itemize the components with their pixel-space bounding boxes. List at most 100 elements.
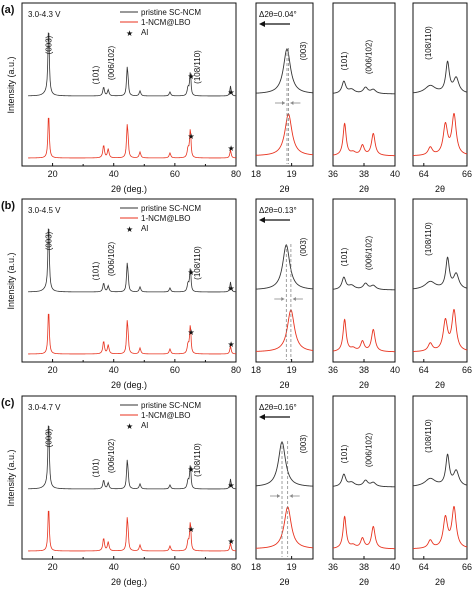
x-tick-label: 60	[170, 169, 180, 179]
series-coated-108	[413, 505, 468, 549]
al-marker: ★	[227, 340, 234, 349]
al-marker: ★	[187, 72, 194, 81]
shift-label: Δ2θ=0.04°	[259, 10, 297, 19]
x-axis-label: 2θ (deg.)	[111, 380, 147, 390]
legend-swatch-al: ★	[126, 225, 133, 234]
x-tick-label: 18	[251, 365, 261, 375]
peak-label-003: (003)	[45, 231, 54, 250]
series-coated-003	[255, 113, 314, 156]
x-tick-label: 40	[390, 169, 400, 179]
x-tick-label: 20	[48, 169, 58, 179]
shift-arrow-head	[281, 101, 285, 105]
shift-arrow-head	[292, 297, 296, 301]
al-marker: ★	[187, 132, 194, 141]
x-axis-label: 2θ	[435, 380, 445, 390]
x-tick-label: 64	[419, 562, 429, 572]
x-tick-label: 66	[462, 562, 472, 572]
series-pristine-full	[28, 228, 237, 293]
plot-frame-003	[255, 198, 314, 363]
legend-swatch-al: ★	[126, 29, 133, 38]
peak-label-101: (101)	[92, 65, 101, 84]
x-axis-label: 2θ	[279, 577, 289, 587]
peak-label-003: (003)	[299, 434, 308, 453]
shift-arrow-head	[289, 494, 293, 498]
x-tick-label: 80	[231, 169, 241, 179]
voltage-label: 3.0-4.5 V	[28, 206, 61, 215]
peak-label-101: (101)	[340, 51, 349, 70]
x-tick-label: 66	[462, 365, 472, 375]
peak-label-003: (003)	[299, 41, 308, 60]
series-pristine-108	[412, 453, 468, 487]
peak-label-108-110: (108/110)	[424, 222, 433, 256]
peak-label-003: (003)	[45, 35, 54, 54]
series-pristine-108	[412, 60, 468, 94]
legend-label-coated: 1-NCM@LBO	[141, 18, 190, 27]
peak-label-006-102: (006/102)	[365, 433, 374, 468]
panel-letter: (c)	[1, 397, 15, 409]
x-tick-label: 40	[109, 562, 119, 572]
peak-label-101: (101)	[92, 261, 101, 280]
y-axis-label: Intensity (a.u.)	[6, 449, 16, 506]
series-pristine-108	[412, 256, 468, 290]
panel-letter: (a)	[1, 4, 15, 16]
legend-label-pristine: pristine SC-NCM	[141, 401, 201, 410]
shift-arrow-head	[290, 101, 294, 105]
x-axis-label: 2θ	[359, 184, 369, 194]
plot-frame-003	[255, 395, 314, 560]
plot-frame-003	[255, 2, 314, 167]
x-tick-label: 38	[359, 365, 369, 375]
shift-label: Δ2θ=0.13°	[259, 206, 297, 215]
peak-label-006-102: (006/102)	[107, 439, 116, 474]
legend-label-al: Al	[141, 28, 148, 37]
peak-label-108-110: (108/110)	[424, 26, 433, 60]
series-pristine-101	[332, 80, 395, 95]
series-pristine-003	[255, 441, 314, 487]
peak-label-108-110: (108/110)	[193, 246, 202, 280]
al-marker: ★	[187, 268, 194, 277]
series-coated-101	[332, 122, 396, 157]
series-pristine-101	[332, 473, 395, 488]
peak-label-101: (101)	[92, 458, 101, 477]
series-pristine-003	[255, 48, 314, 94]
x-tick-label: 38	[359, 169, 369, 179]
x-tick-label: 40	[390, 365, 400, 375]
peak-label-006-102: (006/102)	[365, 236, 374, 271]
x-tick-label: 19	[287, 169, 297, 179]
x-axis-label: 2θ (deg.)	[111, 184, 147, 194]
series-coated-101	[332, 318, 396, 353]
x-tick-label: 66	[462, 169, 472, 179]
plot-frame-full	[21, 198, 237, 363]
plot-frame-full	[21, 395, 237, 560]
peak-label-108-110: (108/110)	[193, 443, 202, 477]
x-tick-label: 18	[251, 562, 261, 572]
peak-label-108-110: (108/110)	[424, 419, 433, 453]
shift-direction-arrowhead	[259, 217, 265, 223]
legend-label-pristine: pristine SC-NCM	[141, 204, 201, 213]
shift-direction-arrowhead	[259, 21, 265, 27]
peak-label-006-102: (006/102)	[107, 242, 116, 277]
x-tick-label: 18	[251, 169, 261, 179]
peak-label-108-110: (108/110)	[193, 50, 202, 84]
x-tick-label: 40	[390, 562, 400, 572]
series-coated-003	[255, 309, 314, 352]
series-coated-003	[255, 506, 314, 549]
plot-frame-108	[412, 2, 468, 167]
plot-frame-full	[21, 2, 237, 167]
series-pristine-003	[255, 244, 314, 290]
x-tick-label: 40	[109, 169, 119, 179]
al-marker: ★	[227, 144, 234, 153]
x-axis-label: 2θ	[435, 577, 445, 587]
series-coated-full	[28, 510, 237, 552]
x-tick-label: 60	[170, 365, 180, 375]
peak-label-101: (101)	[340, 444, 349, 463]
x-tick-label: 80	[231, 562, 241, 572]
x-tick-label: 20	[48, 365, 58, 375]
x-tick-label: 64	[419, 169, 429, 179]
peak-label-006-102: (006/102)	[107, 46, 116, 81]
shift-label: Δ2θ=0.16°	[259, 403, 297, 412]
series-coated-101	[332, 515, 396, 550]
voltage-label: 3.0-4.3 V	[28, 10, 61, 19]
x-axis-label: 2θ	[435, 184, 445, 194]
x-axis-label: 2θ	[279, 184, 289, 194]
